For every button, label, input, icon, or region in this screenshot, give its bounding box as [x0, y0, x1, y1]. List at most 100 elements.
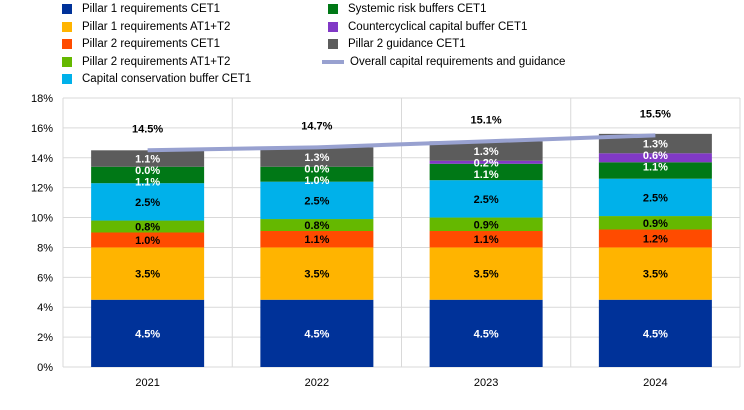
bar-data-label: 0.0% — [304, 164, 329, 176]
bar-data-label: 1.1% — [135, 177, 160, 189]
bar-segment — [260, 181, 374, 220]
bar-data-label: 1.0% — [135, 235, 160, 247]
bar-segment — [598, 133, 712, 154]
bar-segment — [598, 229, 712, 248]
bar-data-label: 1.2% — [643, 233, 668, 245]
legend-swatch — [328, 4, 338, 14]
bar-data-label: 1.1% — [474, 169, 499, 181]
bar-segment — [429, 217, 543, 232]
y-tick-label: 6% — [37, 272, 53, 284]
bar-data-label: 1.3% — [474, 146, 499, 158]
legend-label: Pillar 1 requirements CET1 — [82, 3, 221, 15]
bar-data-label: 0.0% — [135, 165, 160, 177]
x-tick-label: 2021 — [135, 377, 159, 389]
bar-data-label: 1.1% — [474, 234, 499, 246]
bar-data-label: 2.5% — [304, 195, 329, 207]
bar-data-label: 1.3% — [304, 152, 329, 164]
legend-item: Pillar 1 requirements AT1+T2 — [62, 19, 230, 35]
bar-segment — [429, 180, 543, 218]
bar-data-label: 2.5% — [643, 192, 668, 204]
line-data-label: 14.7% — [301, 120, 332, 132]
legend-item: Pillar 2 guidance CET1 — [328, 36, 466, 52]
legend-label: Capital conservation buffer CET1 — [82, 73, 252, 85]
bar-segment — [429, 299, 543, 367]
bar-data-label: 1.1% — [304, 234, 329, 246]
line-data-label: 15.5% — [640, 108, 671, 120]
bar-segment — [260, 299, 374, 367]
y-tick-label: 8% — [37, 242, 53, 254]
bar-segment — [260, 147, 374, 167]
y-tick-label: 12% — [31, 183, 53, 195]
bar-data-label: 1.1% — [643, 162, 668, 174]
bar-segment — [91, 247, 205, 300]
bar-segment — [91, 232, 205, 248]
legend-label: Systemic risk buffers CET1 — [348, 3, 487, 15]
bar-data-label: 2.5% — [135, 197, 160, 209]
line-data-label: 14.5% — [132, 123, 163, 135]
line-data-label: 15.1% — [471, 114, 502, 126]
bar-segment — [91, 183, 205, 221]
bar-data-label: 4.5% — [135, 328, 160, 340]
legend-item: Countercyclical capital buffer CET1 — [328, 19, 527, 35]
bar-segment — [598, 162, 712, 179]
legend-item: Pillar 1 requirements CET1 — [62, 1, 220, 17]
y-tick-label: 2% — [37, 332, 53, 344]
bar-segment — [598, 153, 712, 163]
y-tick-label: 18% — [31, 93, 53, 105]
bar-data-label: 3.5% — [304, 269, 329, 281]
bar-data-label: 0.6% — [643, 150, 668, 162]
bar-segment — [260, 166, 374, 182]
bar-segment — [429, 247, 543, 300]
bar-data-label: 3.5% — [643, 269, 668, 281]
legend-label: Pillar 2 requirements AT1+T2 — [82, 55, 231, 68]
y-tick-label: 16% — [31, 123, 53, 135]
bar-segment — [598, 216, 712, 230]
bar-data-label: 0.8% — [304, 220, 329, 232]
bar-data-label: 0.9% — [474, 219, 499, 231]
bar-data-label: 3.5% — [135, 269, 160, 281]
bar-segment — [91, 166, 205, 184]
chart-legend: Pillar 1 requirements CET1 Pillar 1 requi… — [0, 0, 744, 90]
legend-label: Pillar 2 guidance CET1 — [348, 38, 466, 50]
x-tick-label: 2022 — [305, 377, 329, 389]
bar-segment — [429, 160, 543, 164]
bar-segment — [429, 231, 543, 248]
bar-data-label: 4.5% — [643, 328, 668, 340]
bar-segment — [598, 178, 712, 217]
bar-data-label: 4.5% — [304, 328, 329, 340]
y-tick-label: 14% — [31, 153, 53, 165]
bar-segment — [91, 220, 205, 233]
legend-swatch — [62, 56, 72, 67]
y-tick-label: 0% — [37, 362, 53, 374]
bar-data-label: 1.3% — [643, 139, 668, 151]
legend-item: Overall capital requirements and guidanc… — [322, 54, 565, 70]
y-tick-label: 4% — [37, 302, 53, 314]
legend-item: Pillar 2 requirements AT1+T2 — [62, 54, 230, 70]
bar-data-label: 2.5% — [474, 194, 499, 206]
legend-swatch — [62, 21, 72, 32]
legend-label: Countercyclical capital buffer CET1 — [348, 20, 528, 33]
x-tick-label: 2023 — [474, 377, 498, 389]
legend-label: Pillar 1 requirements AT1+T2 — [82, 20, 231, 33]
bar-segment — [429, 163, 543, 181]
legend-swatch — [62, 39, 72, 49]
legend-label: Overall capital requirements and guidanc… — [350, 55, 566, 68]
overall-requirements-line — [147, 133, 656, 153]
y-tick-label: 10% — [31, 213, 53, 225]
legend-item: Capital conservation buffer CET1 — [62, 71, 251, 87]
legend-swatch — [328, 39, 338, 49]
legend-item: Pillar 2 requirements CET1 — [62, 36, 220, 52]
legend-line-swatch — [322, 59, 344, 64]
bar-segment — [260, 219, 374, 232]
bar-data-label: 4.5% — [474, 328, 499, 340]
legend-swatch — [62, 74, 72, 84]
legend-item: Systemic risk buffers CET1 — [328, 1, 486, 17]
bar-segment — [429, 141, 543, 161]
bar-segment — [260, 247, 374, 300]
bar-segment — [598, 247, 712, 300]
bar-data-label: 0.2% — [474, 158, 499, 170]
legend-label: Pillar 2 requirements CET1 — [82, 38, 221, 50]
legend-swatch — [62, 4, 72, 14]
bar-data-label: 0.9% — [643, 218, 668, 230]
